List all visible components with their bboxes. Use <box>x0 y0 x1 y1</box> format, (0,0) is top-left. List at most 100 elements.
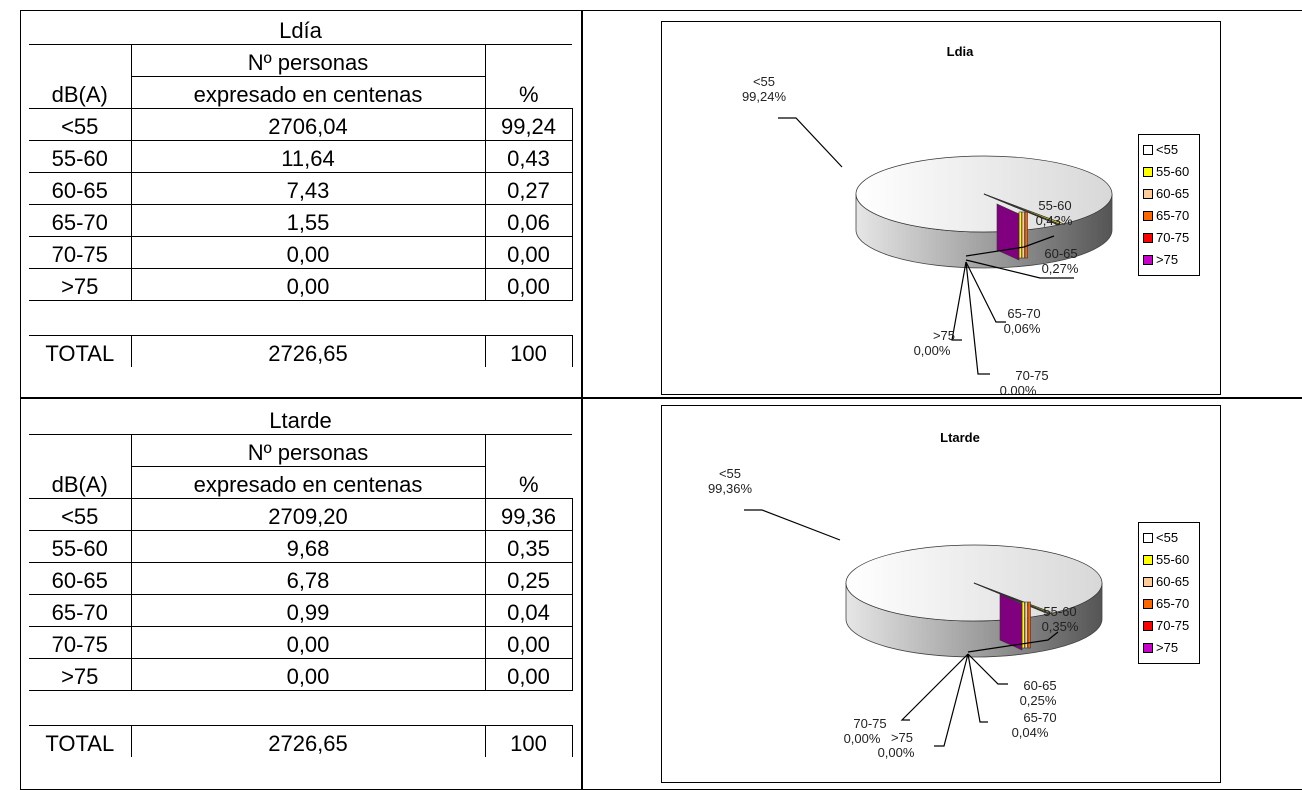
legend-swatch <box>1143 599 1153 609</box>
table-row: >75 0,00 0,00 <box>29 658 573 691</box>
total-pct: 100 <box>485 335 573 367</box>
legend-swatch <box>1143 233 1153 243</box>
label-category: 70-75 <box>1015 368 1048 383</box>
chart-legend: <55 55-60 60-65 65-70 70-75 >75 <box>1138 134 1200 276</box>
cell-people: 0,00 <box>131 626 486 659</box>
cell-range: >75 <box>29 268 132 301</box>
label-percent: 0,00% <box>1000 383 1037 394</box>
table-row: 55-60 11,64 0,43 <box>29 140 573 173</box>
legend-item: 55-60 <box>1143 549 1199 571</box>
label-percent: 0,27% <box>1042 261 1079 276</box>
legend-item: 70-75 <box>1143 227 1199 249</box>
cell-people: 9,68 <box>131 530 486 563</box>
cell-pct: 99,24 <box>485 108 573 141</box>
label-category: 65-70 <box>1007 306 1040 321</box>
col-header-pct: % <box>485 466 572 499</box>
table-row: 55-60 9,68 0,35 <box>29 530 573 563</box>
legend-label: 70-75 <box>1156 230 1190 245</box>
cell-range: 60-65 <box>29 172 132 205</box>
legend-swatch <box>1143 189 1153 199</box>
pie-wedge-face-4 <box>1027 601 1031 649</box>
label-category: 70-75 <box>853 716 886 731</box>
total-people: 2726,65 <box>131 725 486 757</box>
legend-item: 65-70 <box>1143 593 1199 615</box>
pie-wedge-face-2 <box>1021 601 1025 649</box>
ldia-pie-chart: Ldia <55 99,24% 55-60 0,43% 60-65 0,27% 65-70 0,… <box>661 21 1221 395</box>
pie-slice-6 <box>973 582 1049 615</box>
data-label-6: >750,00% <box>878 653 969 760</box>
cell-range: 70-75 <box>29 236 132 269</box>
legend-item: >75 <box>1143 249 1199 271</box>
table-row: 60-65 6,78 0,25 <box>29 562 573 595</box>
cell-pct: 0,25 <box>485 562 573 595</box>
legend-item: 60-65 <box>1143 571 1199 593</box>
cell-people: 1,55 <box>131 204 486 237</box>
legend-item: 65-70 <box>1143 205 1199 227</box>
legend-item: >75 <box>1143 637 1199 659</box>
cell-people: 2706,04 <box>131 108 486 141</box>
legend-item: 70-75 <box>1143 615 1199 637</box>
cell-pct: 0,35 <box>485 530 573 563</box>
cell-range: <55 <box>29 108 132 141</box>
legend-swatch <box>1143 167 1153 177</box>
legend-label: 65-70 <box>1156 208 1190 223</box>
chart-title: Ltarde <box>940 430 980 445</box>
table-row: 65-70 1,55 0,06 <box>29 204 573 237</box>
cell-range: 60-65 <box>29 562 132 595</box>
table-row: 70-75 0,00 0,00 <box>29 236 573 269</box>
label-percent: 0,43% <box>1036 213 1073 228</box>
legend-item: <55 <box>1143 139 1199 161</box>
legend-swatch <box>1143 211 1153 221</box>
table-title: Ltarde <box>29 403 572 435</box>
cell-range: 55-60 <box>29 140 132 173</box>
cell-people: 0,99 <box>131 594 486 627</box>
cell-people: 0,00 <box>131 236 486 269</box>
cell-range: 55-60 <box>29 530 132 563</box>
ldia-table: Ldía Nº personas dB(A) expresado en cent… <box>29 13 573 367</box>
pie-slice-1 <box>845 544 1103 622</box>
cell-range: >75 <box>29 658 132 691</box>
ltarde-table-cell: Ltarde Nº personas dB(A) expresado en ce… <box>20 398 582 790</box>
label-category: 60-65 <box>1044 246 1077 261</box>
table-row: >75 0,00 0,00 <box>29 268 573 301</box>
label-percent: 0,00% <box>878 745 915 760</box>
cell-pct: 0,04 <box>485 594 573 627</box>
legend-label: 55-60 <box>1156 552 1190 567</box>
legend-item: 55-60 <box>1143 161 1199 183</box>
pie-slice-1 <box>855 155 1113 233</box>
pie-wedge-face-3 <box>1021 211 1025 259</box>
pie-cut-face <box>999 593 1023 651</box>
chart-title: Ldia <box>947 44 974 59</box>
legend-swatch <box>1143 555 1153 565</box>
cell-pct: 0,00 <box>485 626 573 659</box>
data-label-5: 70-750,00% <box>965 261 1049 394</box>
total-pct: 100 <box>485 725 573 757</box>
pie-wedge-face-3 <box>1024 601 1028 649</box>
legend-label: 60-65 <box>1156 186 1190 201</box>
ldia-chart-cell: Ldia <55 99,24% 55-60 0,43% 60-65 0,27% 65-70 0,… <box>582 10 1302 398</box>
cell-pct: 0,06 <box>485 204 573 237</box>
label-category: <55 <box>719 466 741 481</box>
table-row: 65-70 0,99 0,04 <box>29 594 573 627</box>
data-label-4: 65-700,06% <box>965 261 1041 336</box>
label-category: >75 <box>891 730 913 745</box>
cell-people: 2709,20 <box>131 498 486 531</box>
label-category: 55-60 <box>1043 604 1076 619</box>
cell-pct: 0,00 <box>485 268 573 301</box>
legend-item: 60-65 <box>1143 183 1199 205</box>
ltarde-pie-chart: Ltarde <55 99,36% 55-60 0,35% 60-65 0,25% 65-70… <box>661 405 1221 783</box>
label-percent: 0,00% <box>914 343 951 358</box>
cell-pct: 0,27 <box>485 172 573 205</box>
table-row: <55 2709,20 99,36 <box>29 498 573 531</box>
data-label-3: 60-650,27% <box>965 246 1079 279</box>
pie-wedge-face-2 <box>1018 211 1022 259</box>
cell-people: 6,78 <box>131 562 486 595</box>
col-header-people-1: Nº personas <box>131 44 486 77</box>
col-header-people-1: Nº personas <box>131 434 486 467</box>
cell-pct: 0,43 <box>485 140 573 173</box>
label-percent: 0,04% <box>1012 725 1049 740</box>
label-category: 65-70 <box>1023 710 1056 725</box>
pie-wedge-face-4 <box>1024 211 1028 259</box>
